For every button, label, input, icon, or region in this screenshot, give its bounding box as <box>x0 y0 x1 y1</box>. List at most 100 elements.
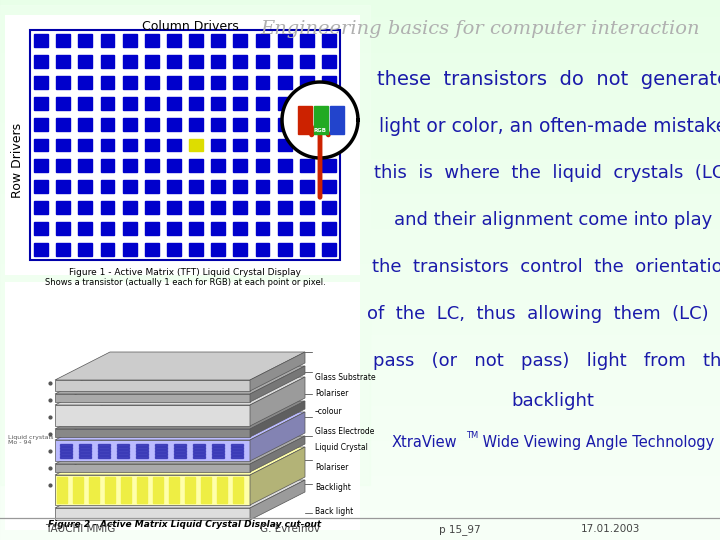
Text: pass   (or   not   pass)   light   from   the: pass (or not pass) light from the <box>373 352 720 370</box>
Bar <box>0 74 720 75</box>
Bar <box>212 201 225 214</box>
Bar <box>0 119 720 120</box>
Bar <box>0 313 720 314</box>
Bar <box>0 424 720 425</box>
Bar <box>0 423 720 424</box>
Bar <box>0 460 720 461</box>
Bar <box>0 433 720 434</box>
Bar <box>0 351 720 352</box>
Bar <box>0 203 720 204</box>
Bar <box>0 95 720 96</box>
Bar <box>56 118 70 131</box>
Polygon shape <box>55 377 305 405</box>
Bar <box>0 413 720 414</box>
Bar <box>0 299 720 300</box>
Bar <box>0 188 720 189</box>
Bar <box>0 117 720 118</box>
Bar <box>0 92 720 93</box>
Bar <box>0 422 720 423</box>
Bar <box>123 55 137 68</box>
Bar <box>0 238 720 239</box>
Bar <box>0 275 720 276</box>
Bar <box>0 128 720 129</box>
Bar <box>0 538 720 539</box>
Bar <box>0 407 720 408</box>
Bar <box>233 76 247 89</box>
Bar <box>0 510 720 511</box>
Bar <box>0 266 720 267</box>
Bar <box>0 431 720 432</box>
Polygon shape <box>55 366 305 394</box>
Bar <box>0 31 720 32</box>
Bar <box>78 180 92 193</box>
Bar <box>57 477 67 503</box>
Bar <box>0 396 720 397</box>
Bar <box>0 508 720 509</box>
Bar <box>0 512 720 513</box>
Bar <box>212 447 224 449</box>
Bar <box>35 243 48 256</box>
Bar <box>0 164 720 165</box>
Bar <box>0 218 720 219</box>
Bar <box>0 488 720 489</box>
Text: G. Evreinov: G. Evreinov <box>260 524 320 534</box>
Bar <box>0 1 720 2</box>
Bar <box>0 412 720 413</box>
Bar <box>145 180 158 193</box>
Bar <box>0 457 720 458</box>
Bar <box>98 456 110 458</box>
Bar <box>278 222 292 235</box>
Bar <box>0 521 720 522</box>
Bar <box>0 436 720 437</box>
Bar <box>0 24 720 25</box>
Bar <box>101 243 114 256</box>
Bar <box>0 200 720 201</box>
Bar <box>0 526 720 527</box>
Bar <box>0 426 720 427</box>
Bar <box>0 187 720 188</box>
Bar <box>0 195 720 196</box>
Bar <box>0 41 720 42</box>
Bar <box>0 309 720 310</box>
Polygon shape <box>55 447 305 475</box>
Bar <box>322 139 336 152</box>
Bar <box>212 97 225 110</box>
Bar <box>0 495 720 496</box>
Bar <box>0 389 720 390</box>
Bar <box>0 215 720 216</box>
Bar <box>0 280 720 281</box>
Bar <box>5 282 360 530</box>
Bar <box>0 114 720 115</box>
Bar <box>0 357 720 358</box>
Text: Polariser: Polariser <box>315 389 348 399</box>
Bar <box>0 306 720 307</box>
Bar <box>0 30 720 31</box>
Bar <box>0 455 720 456</box>
Bar <box>0 152 720 153</box>
Bar <box>0 427 720 428</box>
Bar <box>0 185 720 186</box>
Bar <box>0 395 720 396</box>
Bar <box>0 415 720 416</box>
Bar <box>0 374 720 375</box>
Bar <box>0 356 720 357</box>
Bar <box>174 447 186 449</box>
Bar <box>0 459 720 460</box>
Bar <box>0 463 720 464</box>
Text: Glass Electrode: Glass Electrode <box>315 427 374 435</box>
Bar <box>0 51 720 52</box>
Bar <box>0 391 720 392</box>
Bar <box>167 34 181 47</box>
Bar <box>0 2 720 3</box>
Polygon shape <box>55 405 250 426</box>
Bar <box>0 148 720 149</box>
Bar <box>121 477 131 503</box>
Bar <box>0 340 720 341</box>
Bar <box>0 441 720 442</box>
Bar <box>0 23 720 24</box>
Bar <box>0 314 720 315</box>
Bar <box>0 393 720 394</box>
Bar <box>145 243 158 256</box>
Bar <box>0 240 720 241</box>
Bar <box>0 181 720 182</box>
